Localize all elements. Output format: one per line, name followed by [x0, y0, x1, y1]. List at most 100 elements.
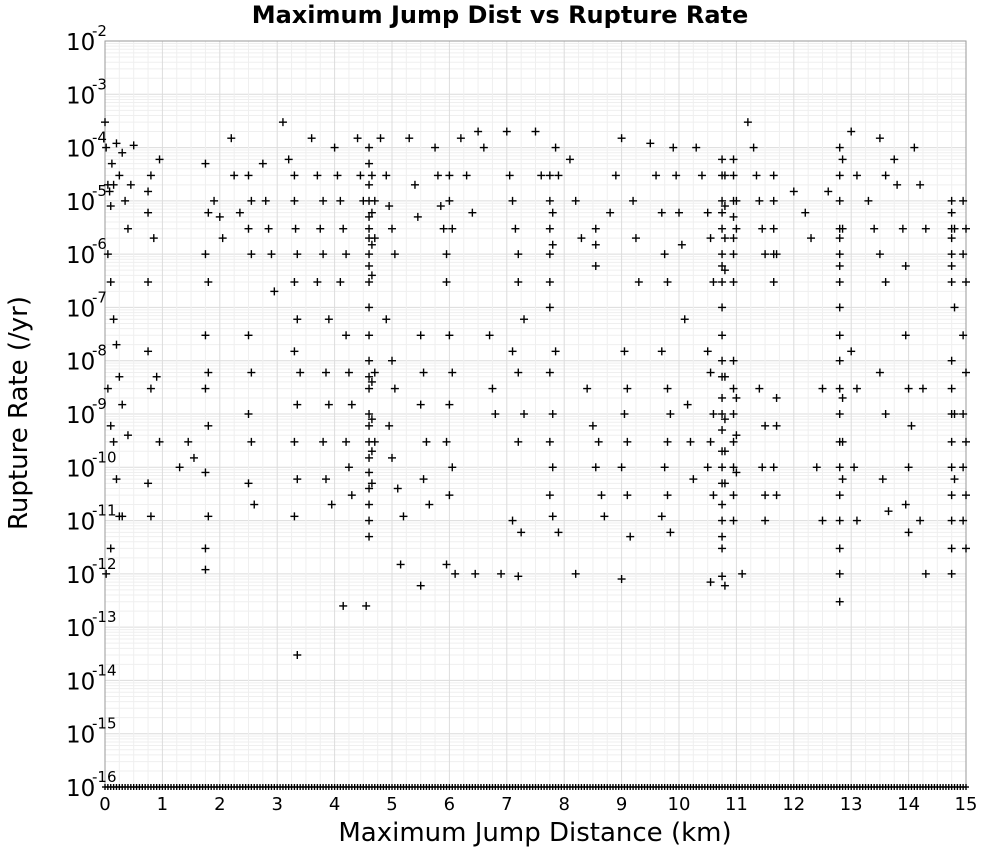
data-point: [729, 155, 738, 164]
data-point: [365, 224, 374, 233]
data-point: [419, 475, 428, 484]
data-point: [732, 224, 741, 233]
data-point: [835, 196, 844, 205]
y-tick-exponent: -13: [92, 608, 117, 626]
y-tick-base: 10: [66, 350, 95, 376]
data-point: [591, 463, 600, 472]
data-point: [520, 410, 529, 418]
data-point: [290, 278, 299, 287]
y-tick-label: 10-16: [66, 768, 117, 802]
data-point: [703, 208, 712, 217]
data-point: [881, 410, 890, 418]
data-point: [330, 143, 339, 152]
data-point: [718, 516, 727, 525]
data-point: [916, 180, 925, 189]
data-point: [718, 426, 727, 435]
data-point: [901, 500, 910, 509]
data-point: [743, 118, 752, 127]
data-point: [365, 212, 374, 221]
data-point: [144, 479, 153, 488]
data-point: [666, 410, 675, 418]
data-point: [545, 224, 554, 233]
data-point: [769, 196, 778, 205]
data-point: [327, 500, 336, 509]
data-point: [376, 134, 385, 143]
data-point: [898, 224, 907, 233]
data-point: [102, 569, 111, 578]
data-point: [907, 421, 916, 430]
data-point: [517, 528, 526, 537]
data-point: [382, 171, 391, 180]
data-point: [370, 437, 379, 446]
data-point: [689, 475, 698, 484]
data-point: [356, 171, 365, 180]
data-point: [118, 148, 127, 157]
data-point: [729, 234, 738, 243]
data-point: [677, 240, 686, 249]
y-tick-base: 10: [66, 30, 95, 56]
data-point: [852, 516, 861, 525]
data-point: [718, 224, 727, 233]
data-point: [752, 171, 761, 180]
data-point: [442, 278, 451, 287]
data-point: [244, 479, 253, 488]
data-point: [313, 171, 322, 180]
y-tick-exponent: -8: [92, 342, 107, 360]
data-point: [807, 234, 816, 243]
data-point: [313, 278, 322, 287]
data-point: [959, 410, 968, 418]
data-point: [488, 384, 497, 393]
x-tick-label: 14: [897, 794, 920, 815]
data-point: [396, 560, 405, 569]
data-point: [201, 159, 210, 168]
data-point: [290, 171, 299, 180]
data-point: [921, 224, 930, 233]
data-point: [548, 512, 557, 521]
data-point: [123, 431, 132, 440]
data-point: [947, 569, 956, 578]
data-point: [660, 463, 669, 472]
y-tick-base: 10: [66, 723, 95, 749]
data-point: [835, 278, 844, 287]
y-tick-base: 10: [66, 296, 95, 322]
data-point: [729, 212, 738, 221]
data-point: [264, 224, 273, 233]
data-point: [789, 187, 798, 196]
data-point: [959, 463, 968, 472]
data-point: [835, 597, 844, 606]
data-point: [672, 171, 681, 180]
data-point: [720, 202, 729, 211]
data-point: [115, 171, 124, 180]
data-point: [201, 250, 210, 259]
data-point: [772, 491, 781, 500]
data-point: [367, 271, 376, 280]
data-point: [520, 315, 529, 324]
data-point: [718, 463, 727, 472]
data-point: [442, 560, 451, 569]
data-point: [146, 171, 155, 180]
y-tick-exponent: -16: [92, 768, 117, 786]
data-point: [106, 421, 115, 430]
data-point: [884, 507, 893, 516]
data-point: [881, 171, 890, 180]
data-point: [718, 410, 727, 418]
data-point: [904, 384, 913, 393]
data-point: [551, 347, 560, 356]
data-point: [597, 491, 606, 500]
data-point: [210, 196, 219, 205]
y-tick-label: 10-3: [66, 75, 107, 109]
data-point: [344, 368, 353, 377]
data-point: [215, 212, 224, 221]
data-point: [497, 569, 506, 578]
data-point: [293, 475, 302, 484]
y-tick-base: 10: [66, 456, 95, 482]
data-point: [258, 159, 267, 168]
data-point: [835, 544, 844, 553]
data-point: [278, 118, 287, 127]
data-point: [623, 437, 632, 446]
data-point: [247, 250, 256, 259]
y-tick-label: 10-4: [66, 129, 107, 163]
data-point: [204, 208, 213, 217]
data-point: [881, 278, 890, 287]
